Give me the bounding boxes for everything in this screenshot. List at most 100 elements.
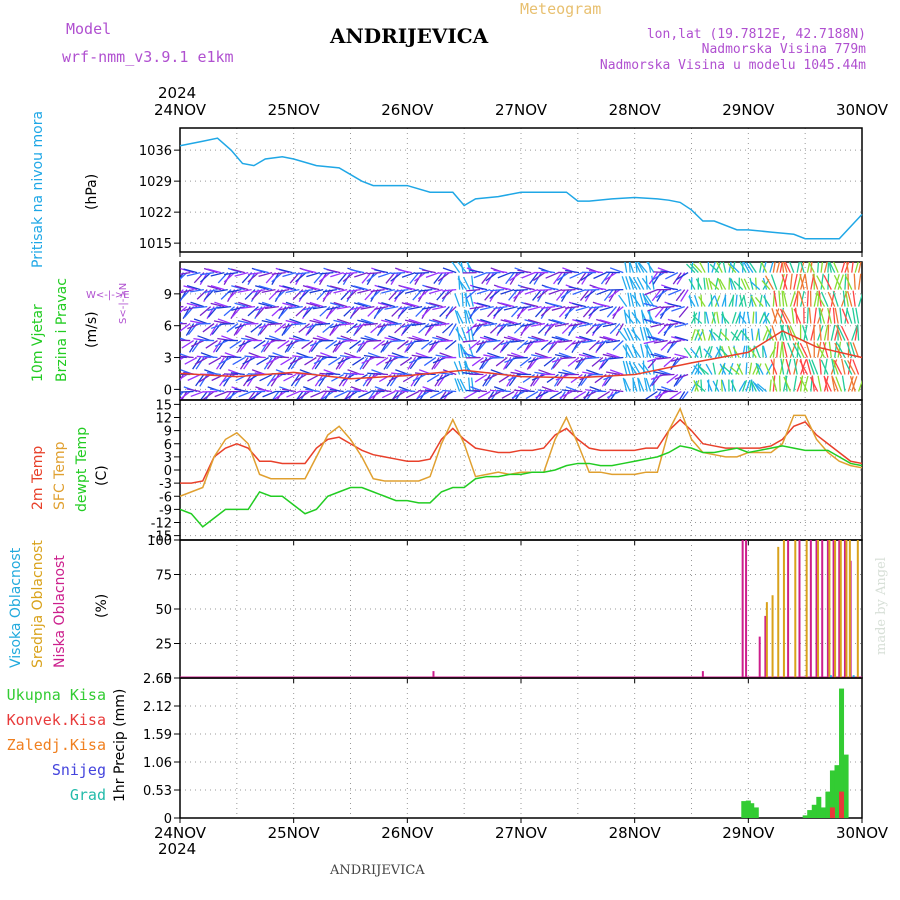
wind-arrow [778,290,781,307]
wind-arrow [190,301,205,308]
wind-arrow [584,289,597,299]
wind-arrow [832,262,839,273]
y-tick-label: -3 [159,477,172,492]
wind-arrow [425,285,440,291]
wind-arrow [820,262,824,273]
wind-arrow [496,322,511,328]
panel-frame [179,677,863,819]
wind-arrow [214,339,229,347]
wind-arrow [647,319,661,325]
cloud-label-1: Visoka Oblacnost [8,547,24,668]
wind-arrow [696,329,703,341]
wind-arrow [527,305,542,311]
wind-arrow [500,288,515,295]
wind-arrow [746,311,751,324]
wind-arrow [799,342,809,358]
wind-arrow [605,272,614,285]
wind-arrow [823,262,828,273]
wind-arrow [395,391,403,400]
wind-arrow [575,305,590,312]
wind-arrow [532,272,546,282]
wind-arrow [283,373,297,382]
wind-arrow [705,311,710,324]
wind-arrow [399,357,413,366]
wind-arrow [367,271,382,275]
wind-arrow [533,272,543,285]
wind-arrow [695,278,703,290]
wind-arrow [207,268,222,274]
wind-arrow [186,388,201,393]
wind-arrow [461,292,464,307]
wind-arrow [853,273,856,290]
y-tick-label: 2.65 [143,672,172,687]
wind-arrow [293,373,307,383]
wind-arrow [247,272,259,283]
wind-arrow [699,366,709,376]
wind-arrow [708,329,716,341]
wind-arrow [612,340,624,351]
wind-arrow [690,328,696,341]
wind-arrow [529,272,539,285]
wind-arrow [199,272,212,283]
wind-arrow [408,318,423,325]
wind-arrow [223,391,232,400]
wind-arrow [330,271,344,278]
wind-arrow [530,322,545,327]
wind-arrow [345,390,358,400]
wind-arrow [455,328,464,341]
wind-arrow [517,306,529,317]
wind-arrow [730,278,737,290]
wind-arrow [462,339,477,343]
wind-arrow [319,391,328,400]
wind-arrow [568,390,583,393]
wind-arrow [690,380,698,392]
y-tick-label: 1.06 [143,756,172,771]
wind-arrow [805,358,812,375]
wind-arrow [660,373,675,376]
wind-arrow [781,290,785,307]
wind-arrow [569,272,583,279]
wind-arrow [466,288,481,292]
wind-arrow [326,372,341,376]
wind-arrow [827,291,836,307]
wind-arrow [342,272,355,283]
wind-arrow [854,262,859,273]
wind-arrow [720,379,723,392]
wind-arrow [346,288,361,293]
wind-arrow [799,290,805,307]
wind-arrow [836,343,846,358]
wind-arrow [451,262,461,273]
wind-arrow [554,353,569,359]
wind-arrow [429,390,443,399]
wind-arrow [285,319,300,325]
wind-arrow [799,273,805,290]
wind-arrow [213,288,228,293]
wind-arrow [270,374,280,387]
pressure-label: Pritisak na nivou mora [30,111,46,268]
wind-arrow [731,311,737,324]
wind-arrow [693,294,699,307]
wind-arrow [841,375,846,392]
wind-arrow [180,355,194,359]
wind-arrow [841,358,846,375]
wind-arrow [565,269,580,274]
wind-arrow [408,356,423,364]
wind-arrow [678,306,689,318]
wind-arrow [465,289,478,300]
wind-arrow [460,346,471,358]
wind-arrow [534,339,549,343]
wind-arrow [457,343,461,358]
wind-arrow [264,305,279,310]
wind-arrow [357,288,372,294]
wind-arrow [299,289,311,300]
wind-arrow [206,371,222,376]
wind-arrow [524,339,539,345]
wind-arrow [596,318,610,325]
wind-arrow [690,363,698,375]
wind-arrow [675,289,686,302]
wind-arrow [370,390,385,393]
wind-arrow [417,289,430,300]
wind-arrow [247,306,259,317]
wind-arrow [357,319,372,325]
wind-arrow [428,288,443,295]
